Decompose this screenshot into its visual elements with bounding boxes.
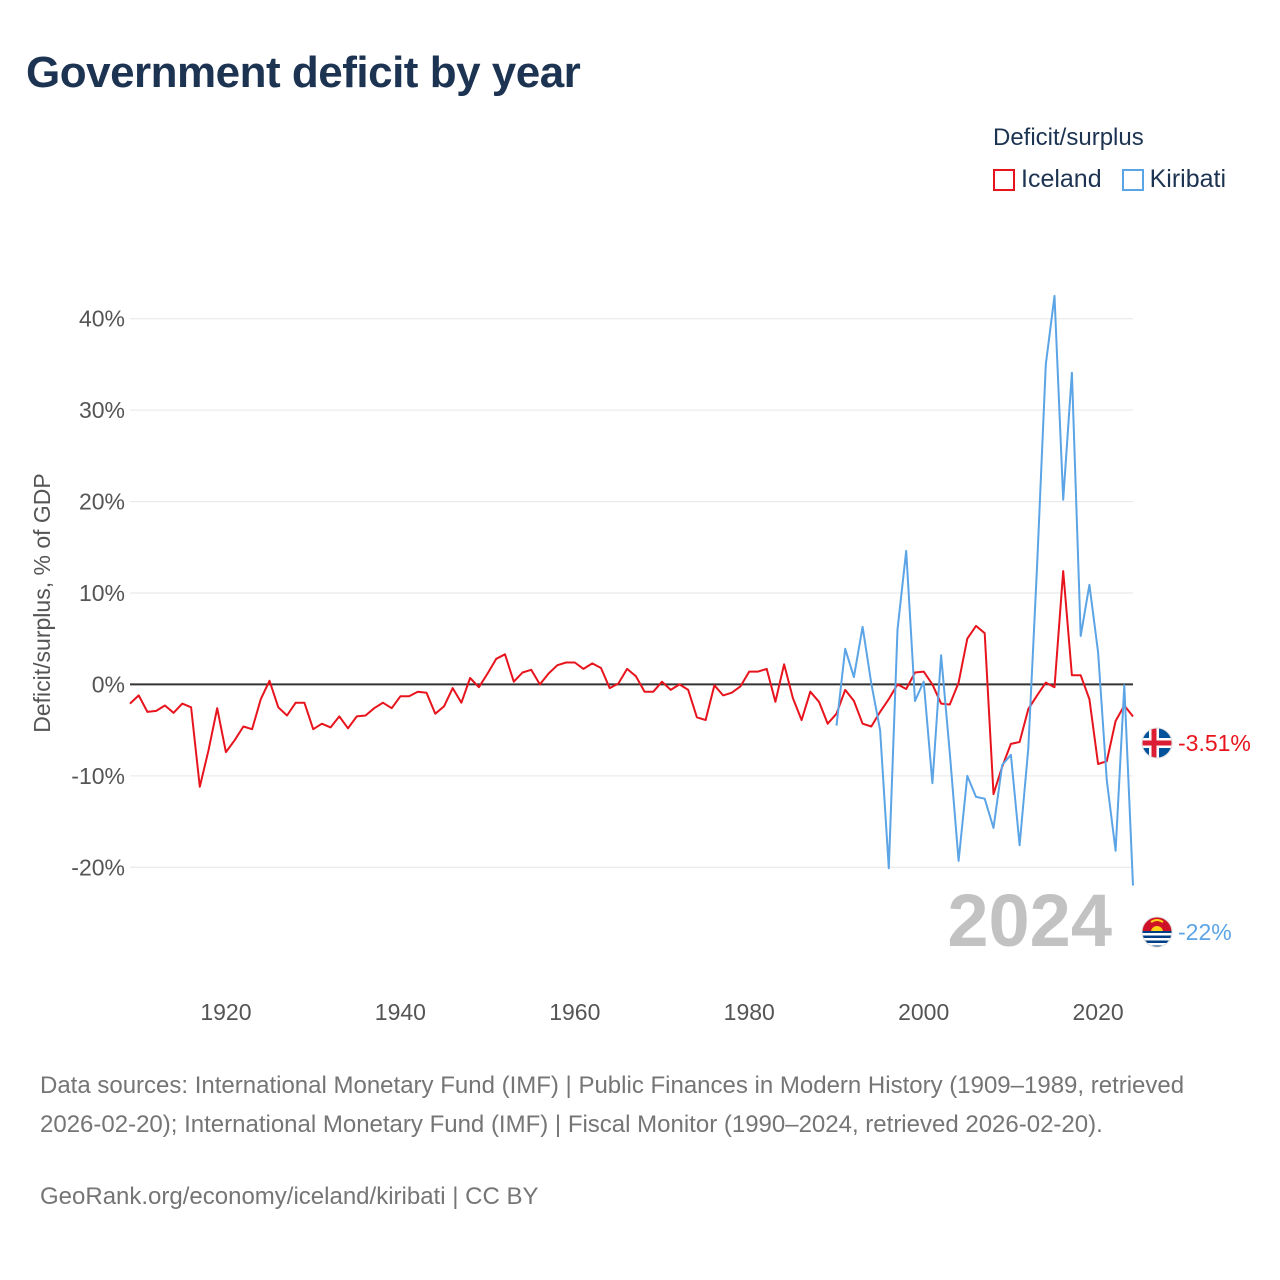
legend-label-kiribati: Kiribati: [1149, 165, 1227, 193]
legend-title: Deficit/surplus: [993, 124, 1144, 151]
x-tick-label: 2000: [898, 999, 949, 1025]
y-axis-ticks: -20% -10% 0% 10% 20% 30% 40%: [71, 306, 125, 881]
series-line-iceland[interactable]: [129, 570, 1134, 796]
line-chart: -20% -10% 0% 10% 20% 30% 40% 1920 1940 1960 1980 2…: [29, 294, 1251, 1025]
series-lines: [129, 294, 1134, 886]
x-tick-label: 2020: [1073, 999, 1124, 1025]
legend-label-iceland: Iceland: [1021, 165, 1102, 193]
y-axis-label: Deficit/surplus, % of GDP: [29, 473, 55, 732]
x-tick-label: 1980: [724, 999, 775, 1025]
legend-swatch-iceland: [993, 168, 1015, 191]
chart-title: Government deficit by year: [26, 48, 581, 97]
legend-item-kiribati[interactable]: Kiribati: [1121, 165, 1227, 194]
legend: Iceland Kiribati: [993, 165, 1226, 194]
y-tick-label: -20%: [71, 854, 125, 880]
year-watermark: 2024: [947, 879, 1112, 962]
y-tick-label: 30%: [79, 397, 125, 423]
end-label-kiribati: -22%: [1178, 919, 1232, 945]
kiribati-flag-icon: [1142, 917, 1172, 947]
kiribati-flag-border: [1141, 916, 1173, 948]
x-tick-label: 1940: [375, 999, 426, 1025]
gridlines: [130, 318, 1133, 868]
y-tick-label: 0%: [92, 671, 125, 697]
iceland-flag-icon: [1142, 728, 1172, 758]
x-axis-ticks: 1920 1940 1960 1980 2000 2020: [200, 999, 1123, 1025]
legend-swatch-kiribati: [1121, 168, 1144, 191]
data-sources-note: Data sources: International Monetary Fun…: [40, 1072, 1185, 1138]
y-tick-label: 10%: [79, 580, 125, 606]
iceland-flag-border: [1141, 727, 1173, 759]
y-tick-label: 20%: [79, 489, 125, 515]
x-tick-label: 1920: [200, 999, 251, 1025]
source-credit-link[interactable]: GeoRank.org/economy/iceland/kiribati | C…: [40, 1183, 539, 1210]
series-line-kiribati[interactable]: [835, 294, 1134, 886]
legend-item-iceland[interactable]: Iceland: [993, 165, 1102, 194]
y-tick-label: 40%: [79, 306, 125, 332]
x-tick-label: 1960: [549, 999, 600, 1025]
end-label-iceland: -3.51%: [1178, 730, 1251, 756]
y-tick-label: -10%: [71, 763, 125, 789]
